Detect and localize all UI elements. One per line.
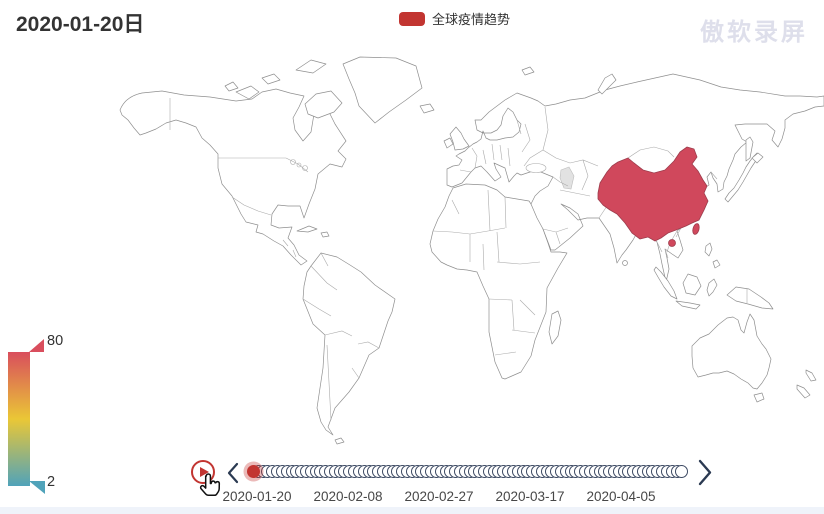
visualmap-bar[interactable] [8, 352, 30, 486]
page-title: 2020-01-20日 [16, 13, 145, 36]
legend-swatch[interactable] [399, 11, 425, 26]
timeline-date-label: 2020-02-27 [404, 489, 474, 504]
map-region-taiwan[interactable] [692, 223, 701, 235]
visualmap-min-label: 2 [47, 474, 56, 490]
legend-label: 全球疫情趋势 [432, 12, 511, 27]
bottom-edge-strip [0, 507, 824, 514]
timeline-ticks[interactable] [247, 465, 689, 479]
map-region-greenland[interactable] [342, 56, 423, 124]
timeline-date-label: 2020-04-05 [586, 489, 656, 504]
chevron-right-icon [698, 459, 712, 486]
chevron-left-icon [227, 462, 239, 484]
timeline-date-label: 2020-03-17 [495, 489, 565, 504]
recorder-watermark: 傲软录屏 [700, 19, 808, 46]
legend-item-global-trend[interactable]: 全球疫情趋势 [399, 9, 510, 28]
map-region-hainan[interactable] [668, 239, 676, 247]
timeline-date-label: 2020-01-20 [222, 489, 292, 504]
map-region-china[interactable] [597, 146, 709, 242]
map-region-south-america[interactable] [302, 252, 396, 436]
timeline-prev-button[interactable] [226, 462, 240, 484]
timeline-date-label: 2020-02-08 [313, 489, 383, 504]
map-region-north-america[interactable] [119, 88, 347, 266]
visualmap-max-label: 80 [47, 333, 64, 349]
map-region-africa[interactable] [429, 183, 568, 380]
timeline-next-button[interactable] [696, 459, 713, 486]
map-region-australia[interactable] [691, 313, 772, 390]
timeline-play-button[interactable] [191, 460, 215, 484]
play-icon [200, 467, 209, 477]
timeline-tick-current[interactable] [247, 465, 260, 478]
timeline-tick[interactable] [675, 465, 689, 478]
